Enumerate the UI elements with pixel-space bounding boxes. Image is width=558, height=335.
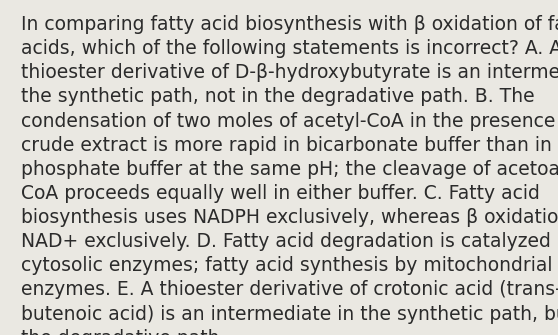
Text: crude extract is more rapid in bicarbonate buffer than in: crude extract is more rapid in bicarbona…	[21, 136, 552, 155]
Text: In comparing fatty acid biosynthesis with β oxidation of fatty: In comparing fatty acid biosynthesis wit…	[21, 15, 558, 34]
Text: the degradative path.: the degradative path.	[21, 329, 225, 335]
Text: the synthetic path, not in the degradative path. B. The: the synthetic path, not in the degradati…	[21, 87, 535, 107]
Text: biosynthesis uses NADPH exclusively, whereas β oxidation uses: biosynthesis uses NADPH exclusively, whe…	[21, 208, 558, 227]
Text: phosphate buffer at the same pH; the cleavage of acetoacetyl-: phosphate buffer at the same pH; the cle…	[21, 160, 558, 179]
Text: cytosolic enzymes; fatty acid synthesis by mitochondrial: cytosolic enzymes; fatty acid synthesis …	[21, 256, 553, 275]
Text: condensation of two moles of acetyl-CoA in the presence of a: condensation of two moles of acetyl-CoA …	[21, 112, 558, 131]
Text: NAD+ exclusively. D. Fatty acid degradation is catalyzed by: NAD+ exclusively. D. Fatty acid degradat…	[21, 232, 558, 251]
Text: acids, which of the following statements is incorrect? A. A: acids, which of the following statements…	[21, 39, 558, 58]
Text: CoA proceeds equally well in either buffer. C. Fatty acid: CoA proceeds equally well in either buff…	[21, 184, 540, 203]
Text: thioester derivative of D-β-hydroxybutyrate is an intermediate in: thioester derivative of D-β-hydroxybutyr…	[21, 63, 558, 82]
Text: enzymes. E. A thioester derivative of crotonic acid (trans-2-: enzymes. E. A thioester derivative of cr…	[21, 280, 558, 299]
Text: butenoic acid) is an intermediate in the synthetic path, but not in: butenoic acid) is an intermediate in the…	[21, 305, 558, 324]
